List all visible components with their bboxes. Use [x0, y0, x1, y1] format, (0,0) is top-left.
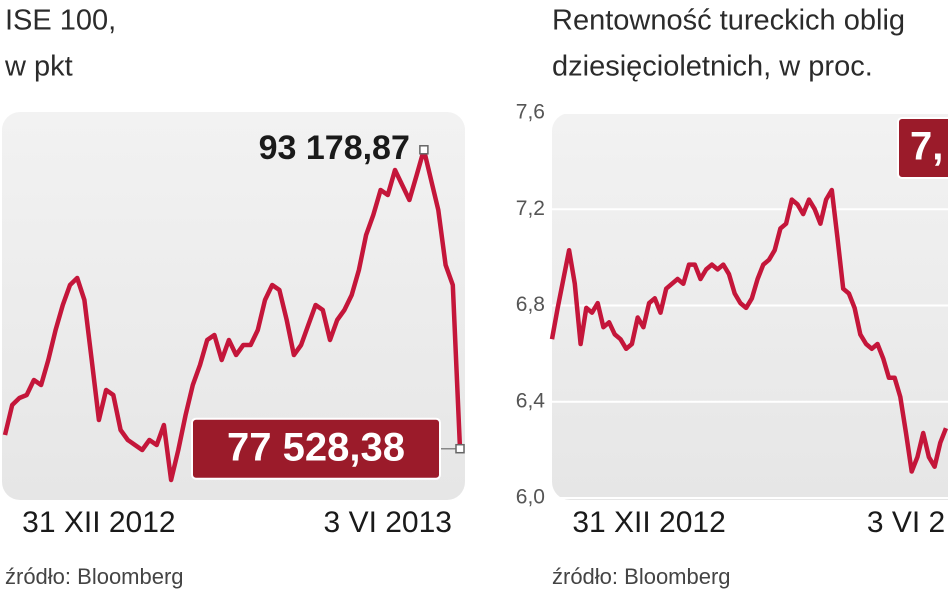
x-tick-label: 3 VI 2 — [867, 506, 945, 539]
source: źródło: Bloomberg — [5, 564, 184, 589]
chart-title: w pkt — [4, 51, 73, 83]
y-tick-label: 7,2 — [516, 197, 545, 220]
point-marker — [419, 145, 429, 155]
data-line — [549, 187, 948, 474]
chart-title: ISE 100, — [5, 5, 116, 37]
label-box — [191, 417, 441, 480]
chart-title: dziesięcioletnich, w proc. — [552, 51, 873, 83]
source: źródło: Bloomberg — [552, 564, 731, 589]
annotation: 7, — [910, 125, 943, 169]
x-tick-label: 3 VI 2013 — [324, 506, 452, 539]
annotation-box — [897, 117, 948, 179]
y-tick-label: 6,0 — [516, 486, 545, 509]
chart-title: Rentowność tureckich oblig — [552, 5, 905, 37]
x-tick-label: 31 XII 2012 — [572, 506, 725, 539]
data-line — [2, 147, 463, 483]
y-tick-label: 6,4 — [516, 389, 546, 412]
value-label: 93 178,87 — [259, 129, 410, 167]
y-tick-label: 6,8 — [516, 293, 545, 316]
plot-panel — [2, 112, 465, 500]
y-tick-label: 7,6 — [516, 101, 545, 124]
value-label: 77 528,38 — [227, 425, 405, 469]
x-tick-label: 31 XII 2012 — [22, 506, 175, 539]
point-marker — [455, 443, 465, 454]
